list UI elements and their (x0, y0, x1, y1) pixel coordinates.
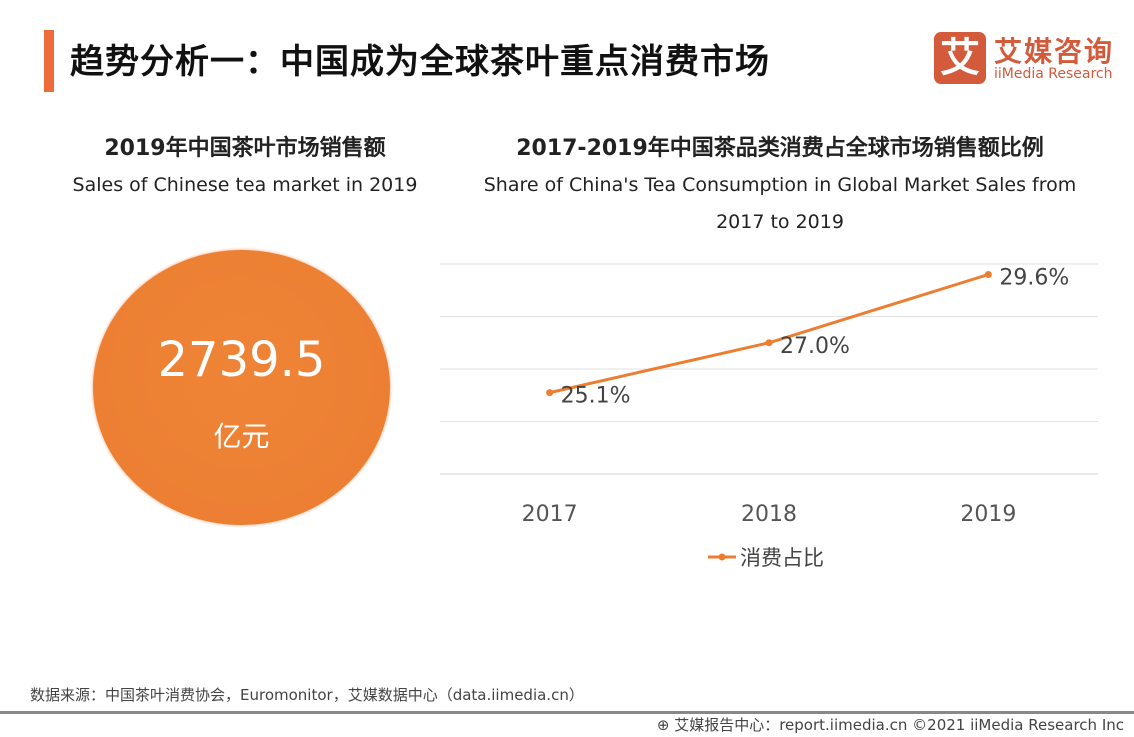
chart-subtitle: Share of China's Tea Consumption in Glob… (483, 174, 1077, 233)
data-point (765, 339, 773, 347)
x-tick-label: 2018 (741, 502, 797, 527)
source-note: 数据来源：中国茶叶消费协会，Euromonitor，艾媒数据中心（data.ii… (30, 686, 584, 704)
sales-circle: 2739.5 亿元 (93, 250, 390, 525)
data-label: 27.0% (780, 334, 850, 359)
left-title: 2019年中国茶叶市场销售额 (104, 136, 386, 161)
legend-marker (718, 553, 726, 561)
title-accent-bar (44, 30, 54, 92)
data-label: 25.1% (561, 384, 631, 409)
sales-value: 2739.5 (157, 332, 326, 388)
logo-icon: 艾 (934, 32, 986, 84)
sales-unit: 亿元 (213, 420, 270, 453)
legend-label: 消费占比 (740, 546, 824, 570)
x-tick-label: 2019 (960, 502, 1016, 527)
footer-divider (0, 711, 1134, 714)
line-chart: 2017 2018 2019 25.1% 27.0% 29.6% 消费占比 (440, 263, 1098, 570)
series-line (549, 273, 989, 395)
data-point (546, 389, 554, 397)
left-subtitle: Sales of Chinese tea market in 2019 (72, 174, 418, 196)
logo-text-en: iiMedia Research (994, 66, 1113, 82)
logo-text-cn: 艾媒咨询 (994, 35, 1115, 68)
globe-icon: ⊕ (656, 716, 675, 734)
chart-title: 2017-2019年中国茶品类消费占全球市场销售额比例 (516, 136, 1044, 161)
footer-credit: ⊕ 艾媒报告中心：report.iimedia.cn ©2021 iiMedia… (657, 714, 1124, 735)
page-title: 趋势分析一：中国成为全球茶叶重点消费市场 (70, 42, 770, 82)
data-label: 29.6% (999, 266, 1069, 291)
footer-credit-text: 艾媒报告中心：report.iimedia.cn ©2021 iiMedia R… (674, 716, 1124, 734)
x-tick-label: 2017 (522, 502, 578, 527)
data-point (984, 271, 992, 278)
